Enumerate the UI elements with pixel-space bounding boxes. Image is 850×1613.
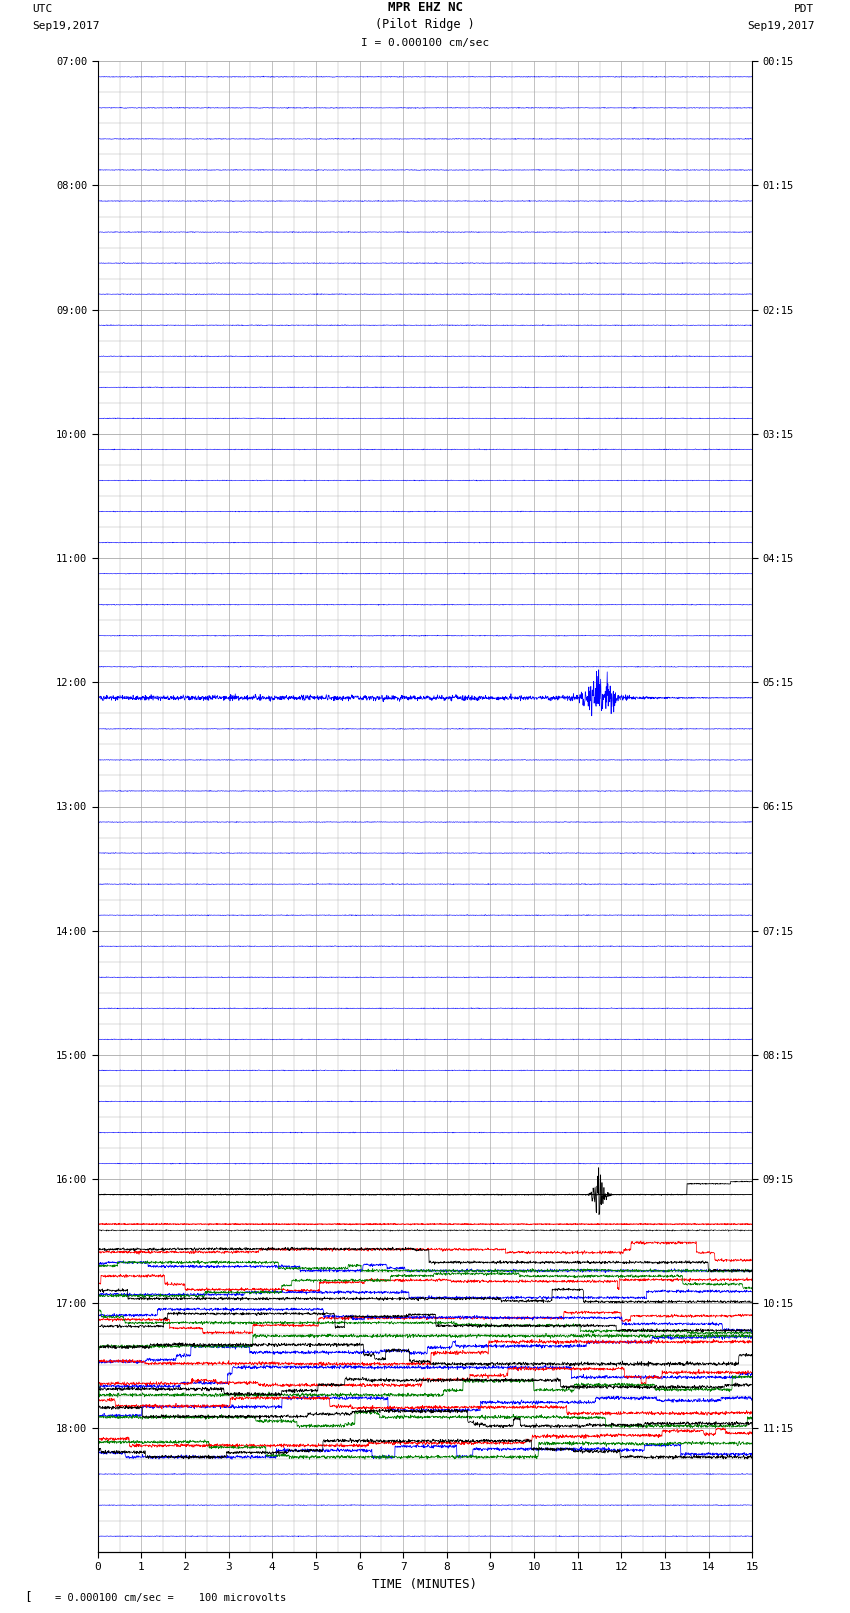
- Text: Sep19,2017: Sep19,2017: [747, 21, 814, 32]
- Text: MPR EHZ NC: MPR EHZ NC: [388, 0, 462, 13]
- Text: (Pilot Ridge ): (Pilot Ridge ): [375, 18, 475, 32]
- Text: UTC: UTC: [32, 3, 53, 13]
- Text: PDT: PDT: [794, 3, 814, 13]
- Text: I = 0.000100 cm/sec: I = 0.000100 cm/sec: [361, 37, 489, 48]
- X-axis label: TIME (MINUTES): TIME (MINUTES): [372, 1578, 478, 1590]
- Text: [: [: [24, 1590, 31, 1603]
- Text: Sep19,2017: Sep19,2017: [32, 21, 99, 32]
- Text: 4: 4: [15, 1589, 20, 1595]
- Text: = 0.000100 cm/sec =    100 microvolts: = 0.000100 cm/sec = 100 microvolts: [55, 1594, 286, 1603]
